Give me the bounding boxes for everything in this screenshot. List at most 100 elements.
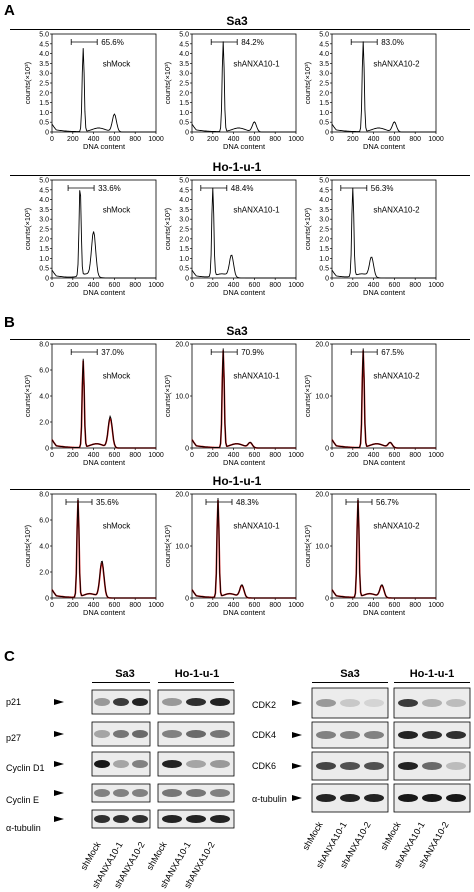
hist-a1-1-ylabel: counts(×10³)	[163, 207, 172, 250]
blot-right-sa3-band-1-2	[364, 731, 384, 739]
hist-b1-1-curve	[191, 497, 296, 599]
hist-a0-0-curve	[51, 48, 156, 133]
hist-a0-0-ytick-label: 0.5	[39, 120, 49, 127]
blot-right-group-ho: Ho-1-u-1	[409, 668, 455, 680]
hist-b1-0-xtick-label: 200	[67, 602, 79, 609]
blot-right-sa3-band-2-2	[364, 762, 384, 770]
blot-right-ho-band-3-0	[398, 794, 418, 802]
hist-b1-1-ytick-label: 0	[185, 596, 189, 603]
blot-label-cyclin-d1: Cyclin D1	[6, 763, 45, 773]
blot-right-arrow-2	[292, 763, 302, 769]
hist-a0-0-xtick-label: 600	[109, 136, 121, 143]
hist-a0-0-ytick-label: 4.0	[39, 51, 49, 58]
hist-b0-0-xtick-label: 600	[109, 452, 121, 459]
blot-left-ho-band-3-1	[186, 789, 206, 797]
hist-a1-1-ytick-label: 0	[185, 276, 189, 283]
hist-a1-0-ytick-label: 3.5	[39, 207, 49, 214]
blot-left-ho-band-1-0	[162, 730, 182, 738]
panel-a-row2-rule	[10, 175, 470, 176]
hist-a0-2-xlabel: DNA content	[363, 142, 406, 151]
hist-a1-0-xtick-label: 200	[67, 282, 79, 289]
hist-a0-1-ytick-label: 0.5	[179, 120, 189, 127]
blot-left-arrow-1	[54, 731, 64, 737]
hist-b1-2-xtick-label: 600	[389, 602, 401, 609]
blot-right-ho-band-1-0	[398, 731, 418, 739]
hist-a1-0-curve	[51, 190, 156, 279]
hist-b0-2-ylabel: counts(×10³)	[303, 374, 312, 417]
hist-a0-1-ytick-label: 0	[185, 130, 189, 137]
blot-left-ho-band-0-0	[162, 698, 182, 706]
hist-a1-2-ylabel: counts(×10³)	[303, 207, 312, 250]
hist-a1-2-ytick-label: 1.5	[319, 246, 329, 253]
hist-a1-1-ytick-label: 2.5	[179, 227, 189, 234]
hist-a1-0-ytick-label: 4.5	[39, 187, 49, 194]
hist-b1-2-percent: 56.7%	[376, 498, 399, 507]
blot-right-sa3-band-0-2	[364, 699, 384, 707]
blot-left-ho-band-0-2	[210, 698, 230, 706]
blot-label-p21: p21	[6, 697, 22, 707]
hist-b1-0-xtick-label: 0	[50, 602, 54, 609]
hist-a0-1-xtick-label: 800	[269, 136, 281, 143]
blot-left-sa3-band-0-1	[113, 698, 129, 706]
blot-left-sa3-box-3	[91, 783, 151, 803]
hist-a0-2-xtick-label: 200	[347, 136, 359, 143]
hist-b0-0-ylabel: counts(×10³)	[23, 374, 32, 417]
hist-a1-0-xtick-label: 1000	[148, 282, 164, 289]
blot-label-tubulin-right: α-tubulin	[252, 794, 287, 804]
hist-b1-1-ylabel: counts(×10³)	[163, 524, 172, 567]
hist-a1-0-ytick-label: 5.0	[39, 178, 49, 185]
hist-a0-2-sample-label: shANXA10-2	[373, 59, 420, 68]
hist-a1-2-ytick-label: 3.5	[319, 207, 329, 214]
hist-b0-0-sample-label: shMock	[103, 371, 132, 380]
panel-b-row2-rule	[10, 489, 470, 490]
blot-right-rule-ho	[394, 682, 470, 683]
hist-b1-2-frame	[331, 493, 437, 599]
blot-right-ho-band-3-2	[446, 794, 466, 802]
hist-b1-1-xtick-label: 600	[249, 602, 261, 609]
hist-b0-0-xtick-label: 800	[129, 452, 141, 459]
hist-a0-1-ytick-label: 3.5	[179, 61, 189, 68]
hist-b0-1-xtick-label: 0	[190, 452, 194, 459]
hist-b0-0-ytick-label: 4.0	[39, 394, 49, 401]
hist-a0-0-ytick-label: 3.5	[39, 61, 49, 68]
blot-left-ho-band-2-2	[210, 760, 230, 768]
hist-a0-0-percent: 65.6%	[101, 38, 124, 47]
hist-b1-0-fit-curve	[51, 499, 156, 599]
blot-left-ho-band-3-0	[162, 789, 182, 797]
hist-a1-2-ytick-label: 4.5	[319, 187, 329, 194]
hist-a0-0-ytick-label: 5.0	[39, 32, 49, 39]
hist-b1-1-xtick-label: 200	[207, 602, 219, 609]
blot-label-tubulin-left: α-tubulin	[6, 823, 41, 833]
hist-a1-1-ytick-label: 4.0	[179, 197, 189, 204]
hist-b0-1-xlabel: DNA content	[223, 458, 266, 467]
hist-b1-2-curve	[331, 497, 436, 599]
hist-b0-2-xtick-label: 1000	[428, 452, 444, 459]
hist-a0-1-ytick-label: 3.0	[179, 71, 189, 78]
hist-a1-1-ytick-label: 1.0	[179, 256, 189, 263]
hist-a0-2-ytick-label: 4.5	[319, 41, 329, 48]
hist-b1-0-curve	[51, 497, 156, 599]
hist-b0-0-ytick-label: 6.0	[39, 368, 49, 375]
hist-a1-0-xlabel: DNA content	[83, 288, 126, 297]
blot-right-sa3-band-3-2	[364, 794, 384, 802]
hist-a0-2-percent: 83.0%	[381, 38, 404, 47]
hist-a1-1-frame	[191, 179, 297, 279]
hist-a1-0-ylabel: counts(×10³)	[23, 207, 32, 250]
hist-a1-1-ytick-label: 2.0	[179, 236, 189, 243]
hist-b0-1-ytick-label: 20.0	[175, 342, 189, 349]
hist-a1-1-xtick-label: 200	[207, 282, 219, 289]
hist-a0-2-ytick-label: 3.0	[319, 71, 329, 78]
blot-left-arrow-0	[54, 699, 64, 705]
hist-b0-1-frame	[191, 343, 297, 449]
hist-a0-1-xtick-label: 200	[207, 136, 219, 143]
hist-b0-1-xtick-label: 200	[207, 452, 219, 459]
hist-a0-0-xtick-label: 800	[129, 136, 141, 143]
blot-right-ho-band-0-1	[422, 699, 442, 707]
hist-a0-0-xtick-label: 200	[67, 136, 79, 143]
hist-a1-2-xtick-label: 400	[368, 282, 380, 289]
hist-b0-0-xtick-label: 200	[67, 452, 79, 459]
hist-a1-1-xtick-label: 0	[190, 282, 194, 289]
hist-a0-1-ytick-label: 1.5	[179, 100, 189, 107]
blot-right-rule-sa3	[312, 682, 388, 683]
panel-a-row1-histograms: 0 0.5 1.0 1.5 2.0 2.5 3.0 3.5 4.0 4.5 5.0 0 200 400 60…	[23, 32, 444, 152]
